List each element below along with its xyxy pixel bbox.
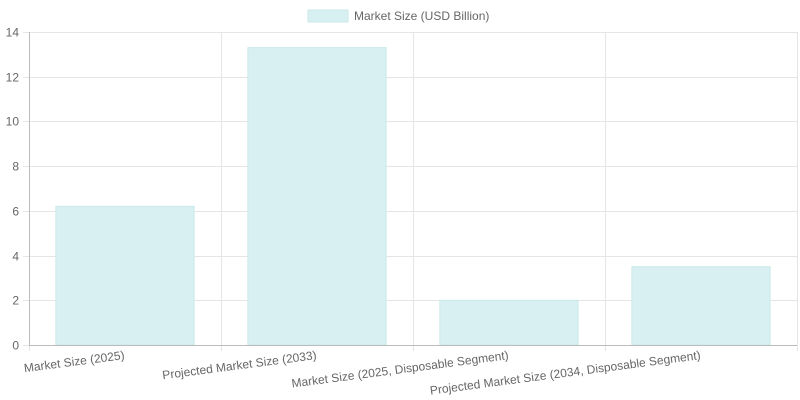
y-tick-label: 2 (12, 294, 19, 308)
legend-label: Market Size (USD Billion) (354, 9, 489, 23)
bar[interactable] (55, 205, 195, 346)
y-tick-label: 6 (12, 205, 19, 219)
bars (55, 47, 771, 346)
y-tick-label: 8 (12, 160, 19, 174)
y-axis-ticks: 0 2 4 6 8 10 12 14 (6, 26, 20, 353)
y-tick-label: 10 (6, 115, 20, 129)
legend[interactable]: Market Size (USD Billion) (307, 9, 489, 23)
y-tick-label: 14 (6, 26, 20, 40)
y-tick-label: 4 (12, 250, 19, 264)
bar[interactable] (631, 266, 771, 346)
x-tick-label: Market Size (2025) (23, 348, 125, 375)
y-tick-label: 12 (6, 71, 20, 85)
x-axis-ticks: Market Size (2025) Projected Market Size … (23, 348, 701, 397)
bar[interactable] (247, 47, 387, 346)
bar[interactable] (439, 299, 579, 346)
axes (29, 32, 797, 346)
legend-swatch (307, 9, 349, 23)
y-tick-label: 0 (12, 339, 19, 353)
